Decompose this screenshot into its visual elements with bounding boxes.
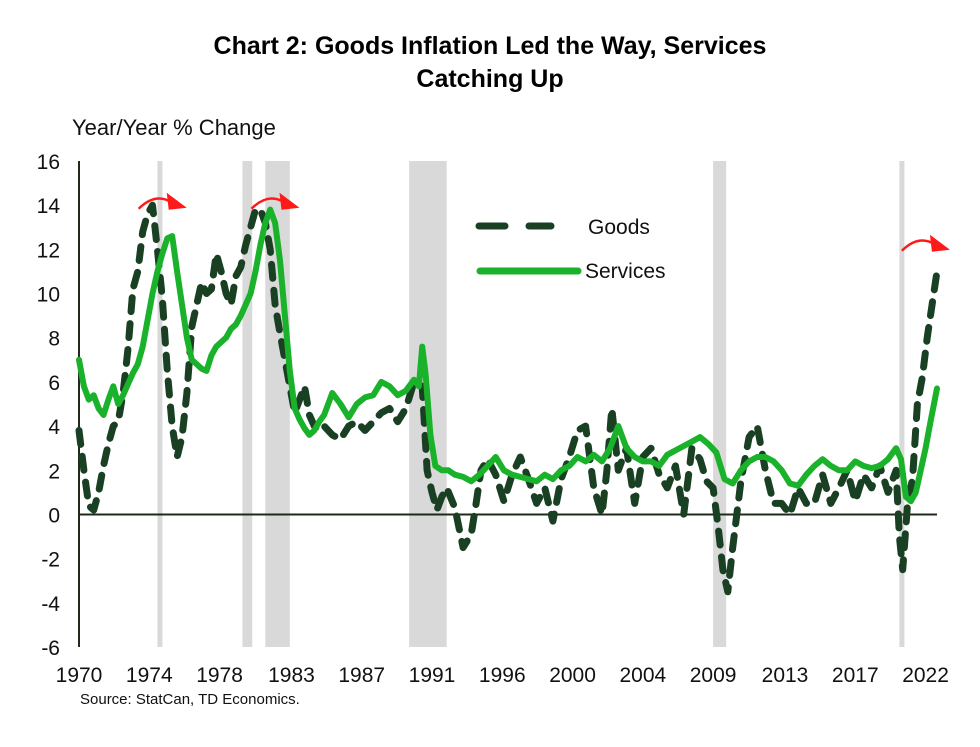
y-tick-label: -2 [41,549,60,572]
x-axis: 1970 1974 1978 1983 1987 1991 1996 2000 2004 2009… [56,664,949,687]
legend-label-services[interactable]: Services [585,260,666,283]
x-tick-label: 2017 [832,664,879,687]
recession-band [242,161,253,647]
x-tick-label: 2004 [619,664,666,687]
red-arrow-icon [901,234,950,252]
recession-band [713,161,727,647]
recession-band [157,161,163,647]
x-tick-label: 1996 [479,664,526,687]
x-tick-label: 1987 [338,664,385,687]
recession-bands [157,161,905,647]
y-tick-label: 0 [48,504,60,527]
y-tick-label: -6 [41,637,60,660]
red-arrow-icon [250,192,300,210]
x-tick-label: 2013 [762,664,809,687]
chart-title-line-1: Chart 2: Goods Inflation Led the Way, Se… [213,32,767,60]
legend: Goods Services [475,216,666,283]
series-line-goods [75,201,941,596]
chart-title: Chart 2: Goods Inflation Led the Way, Se… [0,30,980,96]
series-line-services [76,206,940,505]
x-tick-label: 2009 [690,664,737,687]
y-tick-label: 10 [37,284,60,307]
chart-title-line-2: Catching Up [416,65,564,93]
annotations [137,192,950,252]
legend-label-goods[interactable]: Goods [588,216,650,239]
y-tick-label: 12 [37,239,60,262]
y-tick-label: 2 [48,460,60,483]
y-axis: 16 14 12 10 8 6 4 2 0 -2 -4 -6 [37,151,80,660]
y-axis-label: Year/Year % Change [72,115,276,140]
series-services [76,206,940,505]
source-note: Source: StatCan, TD Economics. [80,691,300,708]
x-tick-label: 1983 [268,664,315,687]
y-tick-label: 4 [48,416,60,439]
y-tick-label: 6 [48,372,60,395]
y-tick-label: 14 [37,195,61,218]
x-tick-label: 2000 [549,664,596,687]
x-tick-label: 1974 [126,664,173,687]
x-tick-label: 1970 [56,664,103,687]
series-goods [75,201,941,596]
x-tick-label: 1978 [196,664,243,687]
y-tick-label: -4 [41,593,60,616]
x-tick-label: 2022 [902,664,949,687]
red-arrow-icon [137,192,187,210]
y-tick-label: 8 [48,328,60,351]
y-tick-label: 16 [37,151,60,174]
x-tick-label: 1991 [409,664,456,687]
recession-band [899,161,905,647]
